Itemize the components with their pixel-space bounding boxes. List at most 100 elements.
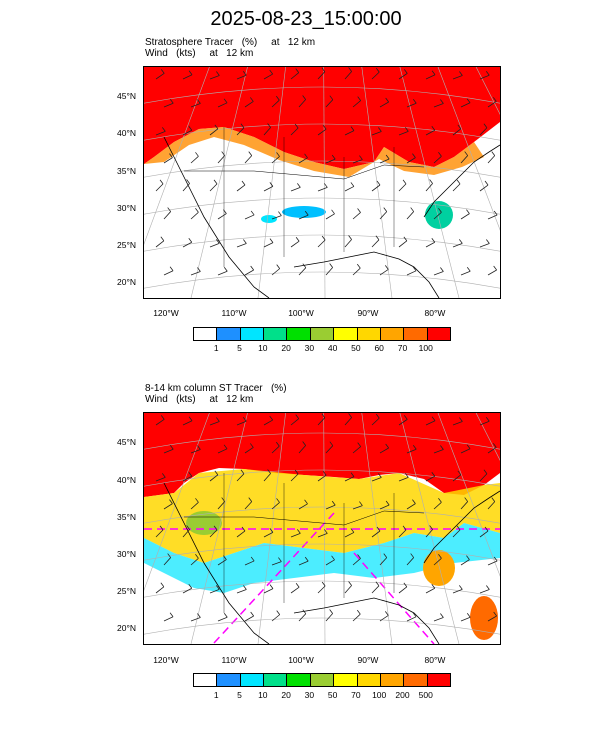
wind-barb-flag [321,235,326,241]
wind-barb-flag [484,526,489,532]
wind-barb [344,532,355,538]
colorbar-label: 60 [374,343,384,353]
wind-barb-flag [493,265,497,271]
wind-barb [209,421,220,426]
wind-barb [379,447,389,454]
wind-barb [217,448,228,454]
wind-barb [317,71,326,80]
wind-barb-flag [250,210,255,216]
wind-barb [406,211,414,220]
wind-barb-flag [278,211,282,216]
wind-barb-flag [223,209,227,214]
lat-label: 45°N [117,91,136,101]
colorbar-cell [380,674,405,686]
lat-label: 30°N [117,549,136,559]
wind-barb-flag [297,529,301,534]
stratosphere-intrusion [144,67,500,169]
wind-barb-flag [403,582,408,588]
colorbar-label: 20 [281,690,291,700]
wind-barb-flag [276,264,281,269]
wind-barb-flag [431,416,436,422]
wind-barb [487,155,496,164]
wind-barb-flag [383,553,388,558]
wind-barb-flag [275,441,280,447]
wind-barb-flag [492,97,497,102]
panel-title-line1: Stratosphere Tracer (%) at 12 km [145,37,316,48]
wind-barb-flag [322,470,327,476]
colorbar-label: 70 [351,690,361,700]
wind-barb-flag [438,554,442,559]
wind-barb-flag [466,209,470,214]
graticule-lon [257,413,286,644]
wind-barb-flag [348,67,352,72]
tracer-patch [423,550,455,586]
wind-barb-flag [412,499,416,504]
wind-barb-flag [412,612,417,618]
wind-barb-flag [359,501,363,506]
wind-barb-flag [350,528,355,533]
wind-barb [236,420,247,426]
wind-barb [433,558,442,566]
wind-barb [452,474,462,482]
wind-barb [263,532,274,538]
wind-barb-flag [269,528,274,533]
wind-barb-flag [483,123,488,129]
lat-label: 35°N [117,166,136,176]
coastline-east [423,490,500,564]
tracer-patch [282,206,326,218]
wind-barb [155,586,165,594]
wind-barb [190,271,201,276]
colorbar-cell [310,328,335,340]
wind-barb [317,128,327,136]
graticule-lat [144,432,500,450]
wind-barb [379,269,389,276]
lat-label: 25°N [117,586,136,596]
wind-barb [298,445,306,454]
wind-barb-flag [269,238,274,243]
wind-barb-flag [378,127,382,132]
wind-barb [290,418,299,426]
wind-barb [371,184,381,192]
tracer-midband [144,469,500,563]
coastline-gulf [293,597,440,644]
wind-barb-flag [167,207,171,212]
wind-barb [433,103,444,108]
wind-barb [190,557,199,566]
wind-barb [406,448,417,454]
wind-barb [479,127,488,136]
graticule-lon [144,67,210,245]
wind-barb-flag [269,415,274,421]
wind-barb [217,501,225,510]
wind-barb-flag [276,152,280,157]
wind-barb-flag [403,415,408,420]
wind-barb-flag [324,529,328,534]
wind-barb [379,557,388,566]
wind-barb [352,267,361,276]
wind-barb-flag [221,497,226,502]
wind-barb [182,529,190,538]
lat-label: 40°N [117,128,136,138]
wind-barb-flag [240,123,245,129]
colorbar-label: 30 [304,690,315,700]
wind-barb [325,613,333,622]
wind-barb-flag [493,611,497,617]
colorbar-cell [217,674,241,686]
wind-barb [263,419,273,426]
wind-barb-flag [493,556,498,562]
wind-barb-flag [160,236,165,242]
wind-barb [452,242,463,248]
wind-barb-flag [295,414,300,419]
wind-barb [452,75,463,80]
wind-barb [352,100,361,108]
wind-barb [379,158,390,164]
wind-barb [263,473,271,482]
wind-barb [182,241,192,248]
colorbar-cell [194,674,218,686]
map-canvas [144,67,500,298]
wind-barb-flag [302,609,307,614]
wind-barb [298,503,308,510]
wind-barb [433,155,442,164]
stratosphere-intrusion [144,413,500,497]
graticule-lat [144,543,500,561]
wind-barb [271,502,280,510]
